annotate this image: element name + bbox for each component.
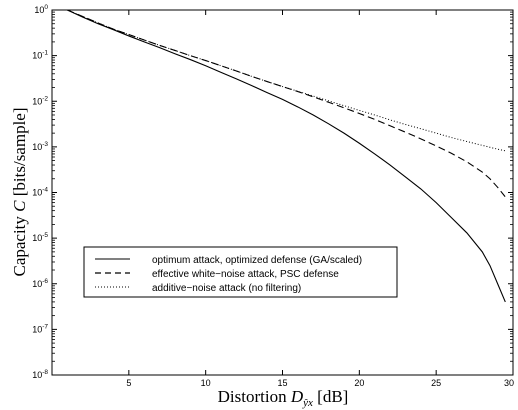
- axis-ticks: 5 10 15 20 25 30 100 10-1 10-2 10-3 10-4 10-5 10-6 10…: [32, 4, 514, 388]
- y-tick-label: 10-5: [32, 232, 48, 243]
- x-axis-label-symbol: D: [290, 387, 304, 406]
- legend-entry-white-noise: effective white−noise attack, PSC defens…: [152, 269, 339, 280]
- x-tick-label: 20: [354, 378, 364, 388]
- y-tick-label: 10-8: [32, 369, 48, 380]
- x-axis-label-subscript: ŷx: [302, 397, 313, 409]
- y-tick-label: 10-2: [32, 95, 48, 106]
- x-tick-label: 30: [504, 378, 514, 388]
- y-axis-label-symbol: C: [10, 200, 29, 212]
- series-line-additive-noise: [67, 9, 506, 152]
- y-tick-label: 10-4: [32, 187, 48, 198]
- x-tick-label: 15: [277, 378, 287, 388]
- series-line-white-noise: [67, 9, 506, 198]
- legend-entry-additive-noise: additive−noise attack (no filtering): [152, 283, 301, 294]
- series-line-optimum: [67, 9, 506, 303]
- y-tick-label: 10-1: [32, 50, 48, 61]
- y-axis-label: Capacity C [bits/sample]: [10, 107, 29, 276]
- x-axis-label-prefix: Distortion: [218, 387, 291, 406]
- y-tick-label: 10-3: [32, 141, 48, 152]
- legend-box: [83, 246, 398, 298]
- series-lines: [67, 9, 506, 303]
- legend-entry-optimum: optimum attack, optimized defense (GA/sc…: [152, 255, 362, 266]
- y-tick-label: 10-6: [32, 278, 48, 289]
- x-axis-label-suffix: [dB]: [313, 387, 348, 406]
- legend: optimum attack, optimized defense (GA/sc…: [83, 246, 398, 298]
- x-tick-label: 10: [201, 378, 211, 388]
- x-tick-label: 5: [126, 378, 131, 388]
- x-tick-label: 25: [431, 378, 441, 388]
- x-axis-label: Distortion Dŷx [dB]: [218, 387, 349, 409]
- y-axis-label-suffix: [bits/sample]: [10, 107, 29, 200]
- plot-frame: [51, 9, 514, 376]
- y-axis-label-prefix: Capacity: [10, 212, 29, 277]
- y-tick-label: 100: [34, 4, 48, 15]
- y-tick-label: 10-7: [32, 323, 48, 334]
